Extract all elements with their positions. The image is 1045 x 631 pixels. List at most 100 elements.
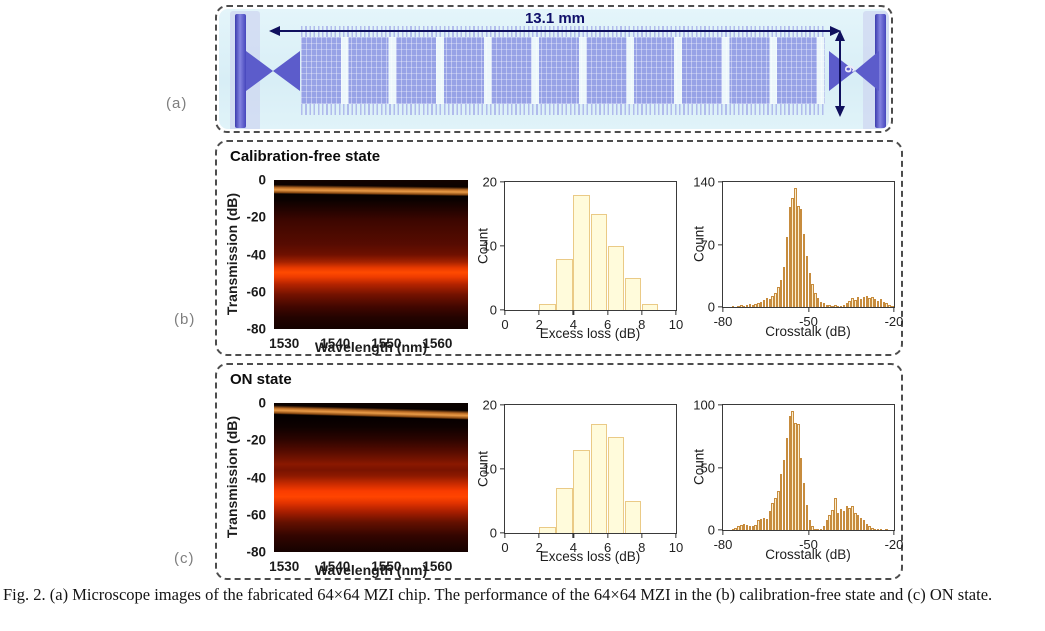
histogram-bar (828, 305, 831, 307)
histogram-bar (834, 497, 837, 530)
histogram-bar (874, 298, 877, 307)
panel-a-chip-micrograph: 13.1 mm 6 (215, 5, 893, 133)
histogram-bar (876, 300, 880, 307)
histogram-bar (811, 283, 814, 307)
y-tick-mark (500, 309, 505, 311)
histogram-bar (782, 460, 786, 530)
histogram-bar (765, 518, 769, 530)
histogram-bar (737, 526, 740, 530)
x-tick-label: 10 (668, 540, 684, 555)
histogram-bar (539, 303, 556, 310)
x-tick-label: 6 (603, 540, 612, 555)
spectrum-top-bright-line (274, 405, 468, 420)
histogram-bar (817, 528, 820, 530)
x-tick-label: 1550 (371, 336, 402, 351)
histogram-bar (771, 502, 774, 530)
x-tick-label: -50 (799, 314, 818, 329)
histogram-bar (791, 198, 794, 307)
y-tick-label: 10 (482, 461, 497, 477)
x-tick-mark (572, 310, 575, 315)
x-tick-label: 2 (535, 540, 543, 555)
y-tick-label: 10 (482, 238, 497, 254)
histogram-bar (737, 306, 740, 307)
chip-left-taper (273, 51, 300, 91)
histogram-bar (768, 298, 772, 307)
x-tick-label: -20 (884, 314, 904, 329)
histogram-bar (799, 457, 803, 530)
histogram-bar (865, 296, 868, 307)
y-tick-mark (500, 532, 505, 534)
y-tick-mark (718, 529, 723, 531)
x-tick-label: 0 (501, 540, 509, 555)
excess-loss-histogram-c: 0 10 20 0 2 4 6 8 10 (483, 398, 684, 556)
spectrum-image (274, 180, 468, 329)
histogram-bar (882, 301, 886, 307)
histogram-bar (731, 528, 734, 530)
histogram-bar (797, 206, 800, 307)
histogram-bar (842, 305, 846, 307)
y-tick-label: 140 (693, 174, 715, 190)
histogram-bar (814, 528, 817, 530)
x-tick-mark (722, 307, 724, 312)
histogram-bar (831, 306, 834, 307)
y-tick-mark (718, 243, 723, 246)
histogram-bar (822, 526, 826, 530)
histogram-bar (834, 305, 837, 307)
histogram-bar (856, 297, 860, 307)
y-tick-mark (500, 404, 505, 406)
x-tick-mark (606, 533, 609, 538)
histogram-bar (814, 292, 817, 307)
histogram-bar (874, 528, 877, 530)
histogram-bar (851, 298, 854, 307)
histogram-bar (757, 520, 760, 530)
chip-height-label: 6 (841, 65, 858, 73)
histogram-bar (774, 497, 777, 530)
histogram-bar (624, 501, 642, 533)
histogram-bar (765, 298, 769, 307)
panel-c-title: ON state (230, 371, 292, 388)
histogram-bar (879, 528, 883, 530)
histogram-bar (876, 528, 880, 530)
x-tick-label: 1560 (422, 559, 453, 574)
x-tick-label: 4 (569, 317, 578, 332)
histogram-bar (859, 517, 863, 530)
histogram-bar (751, 305, 754, 307)
histogram-bar (590, 214, 608, 310)
histogram-bar (740, 305, 743, 307)
histogram-bar (871, 527, 874, 530)
y-tick-mark (718, 466, 723, 469)
x-tick-label: 1540 (320, 336, 351, 351)
histogram-bar (839, 508, 843, 530)
x-axis-label: Crosstalk (dB) (765, 324, 851, 339)
panel-label-c: (c) (174, 550, 195, 567)
histogram-bar (888, 305, 891, 307)
histogram-bar (825, 520, 829, 530)
histogram-bar (760, 518, 763, 530)
histogram-bar (825, 305, 829, 307)
histogram-bar (868, 526, 871, 530)
histogram-bar (845, 506, 848, 530)
histogram-bar (731, 306, 734, 307)
x-tick-mark (538, 533, 540, 538)
y-tick-mark (718, 404, 723, 406)
x-axis-label: Wavelength (nm) (314, 562, 428, 578)
y-axis-label: Count (475, 450, 491, 488)
histogram-bar (754, 525, 757, 530)
histogram-bar (762, 517, 766, 530)
histogram-bar (641, 303, 659, 310)
histogram-bar (868, 298, 871, 307)
histogram-bar (762, 299, 766, 307)
y-tick-label: 100 (693, 397, 715, 413)
x-tick-label: -20 (884, 537, 904, 552)
histogram-bar (802, 233, 806, 307)
y-tick-label: -40 (246, 470, 266, 485)
histogram-bar (856, 515, 860, 530)
histogram-bar (556, 258, 573, 310)
histogram-bar (891, 306, 894, 307)
x-tick-label: 1550 (371, 559, 402, 574)
y-tick-label: -40 (246, 247, 266, 262)
y-tick-mark (500, 468, 505, 470)
histogram-bar (819, 301, 823, 307)
transmission-spectrum-c: 0 -20 -40 -60 -80 1530 1540 1550 1560 (246, 396, 468, 574)
